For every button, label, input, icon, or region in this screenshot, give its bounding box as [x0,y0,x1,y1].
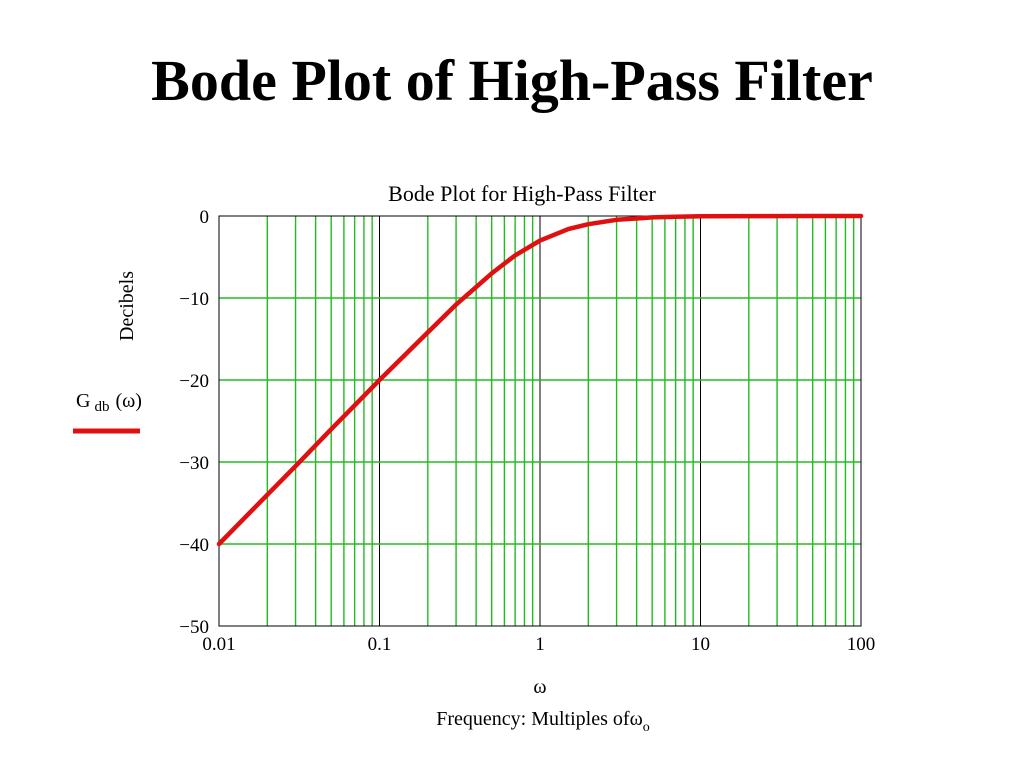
x-tick-label: 0.01 [202,634,235,655]
slide-title: Bode Plot of High-Pass Filter [151,48,873,113]
x-axis-label-text: Frequency: Multiples of [436,708,630,730]
tick-layer: 0.01 0.1 1 10 100 0 −10 −20 −30 −40 −50 [179,207,875,655]
y-tick-label: −10 [179,289,209,310]
y-tick-label: −20 [179,371,209,392]
y-axis-label: Decibels [116,271,138,341]
x-axis-label: Frequency: Multiples ofωo [436,708,649,735]
legend-label-argument: (ω) [115,390,141,412]
series-line [216,213,864,547]
curve-layer [216,213,864,547]
legend-label-main: G [76,390,90,412]
y-tick-label: −50 [179,617,209,638]
x-axis-label-symbol: ω [630,708,643,730]
x-tick-label: 100 [847,634,876,655]
x-axis-symbol: ω [533,676,546,698]
x-tick-label: 10 [691,634,710,655]
x-axis-label-subscript: o [643,720,650,735]
plot-frame [218,215,862,627]
y-tick-label: 0 [200,207,210,228]
y-tick-label: −40 [179,535,209,556]
x-tick-label: 0.1 [368,634,392,655]
y-tick-label: −30 [179,453,209,474]
legend-label-subscript: db [94,399,109,415]
chart-title: Bode Plot for High-Pass Filter [388,181,656,206]
x-tick-label: 1 [535,634,545,655]
grid-layer [218,216,862,626]
